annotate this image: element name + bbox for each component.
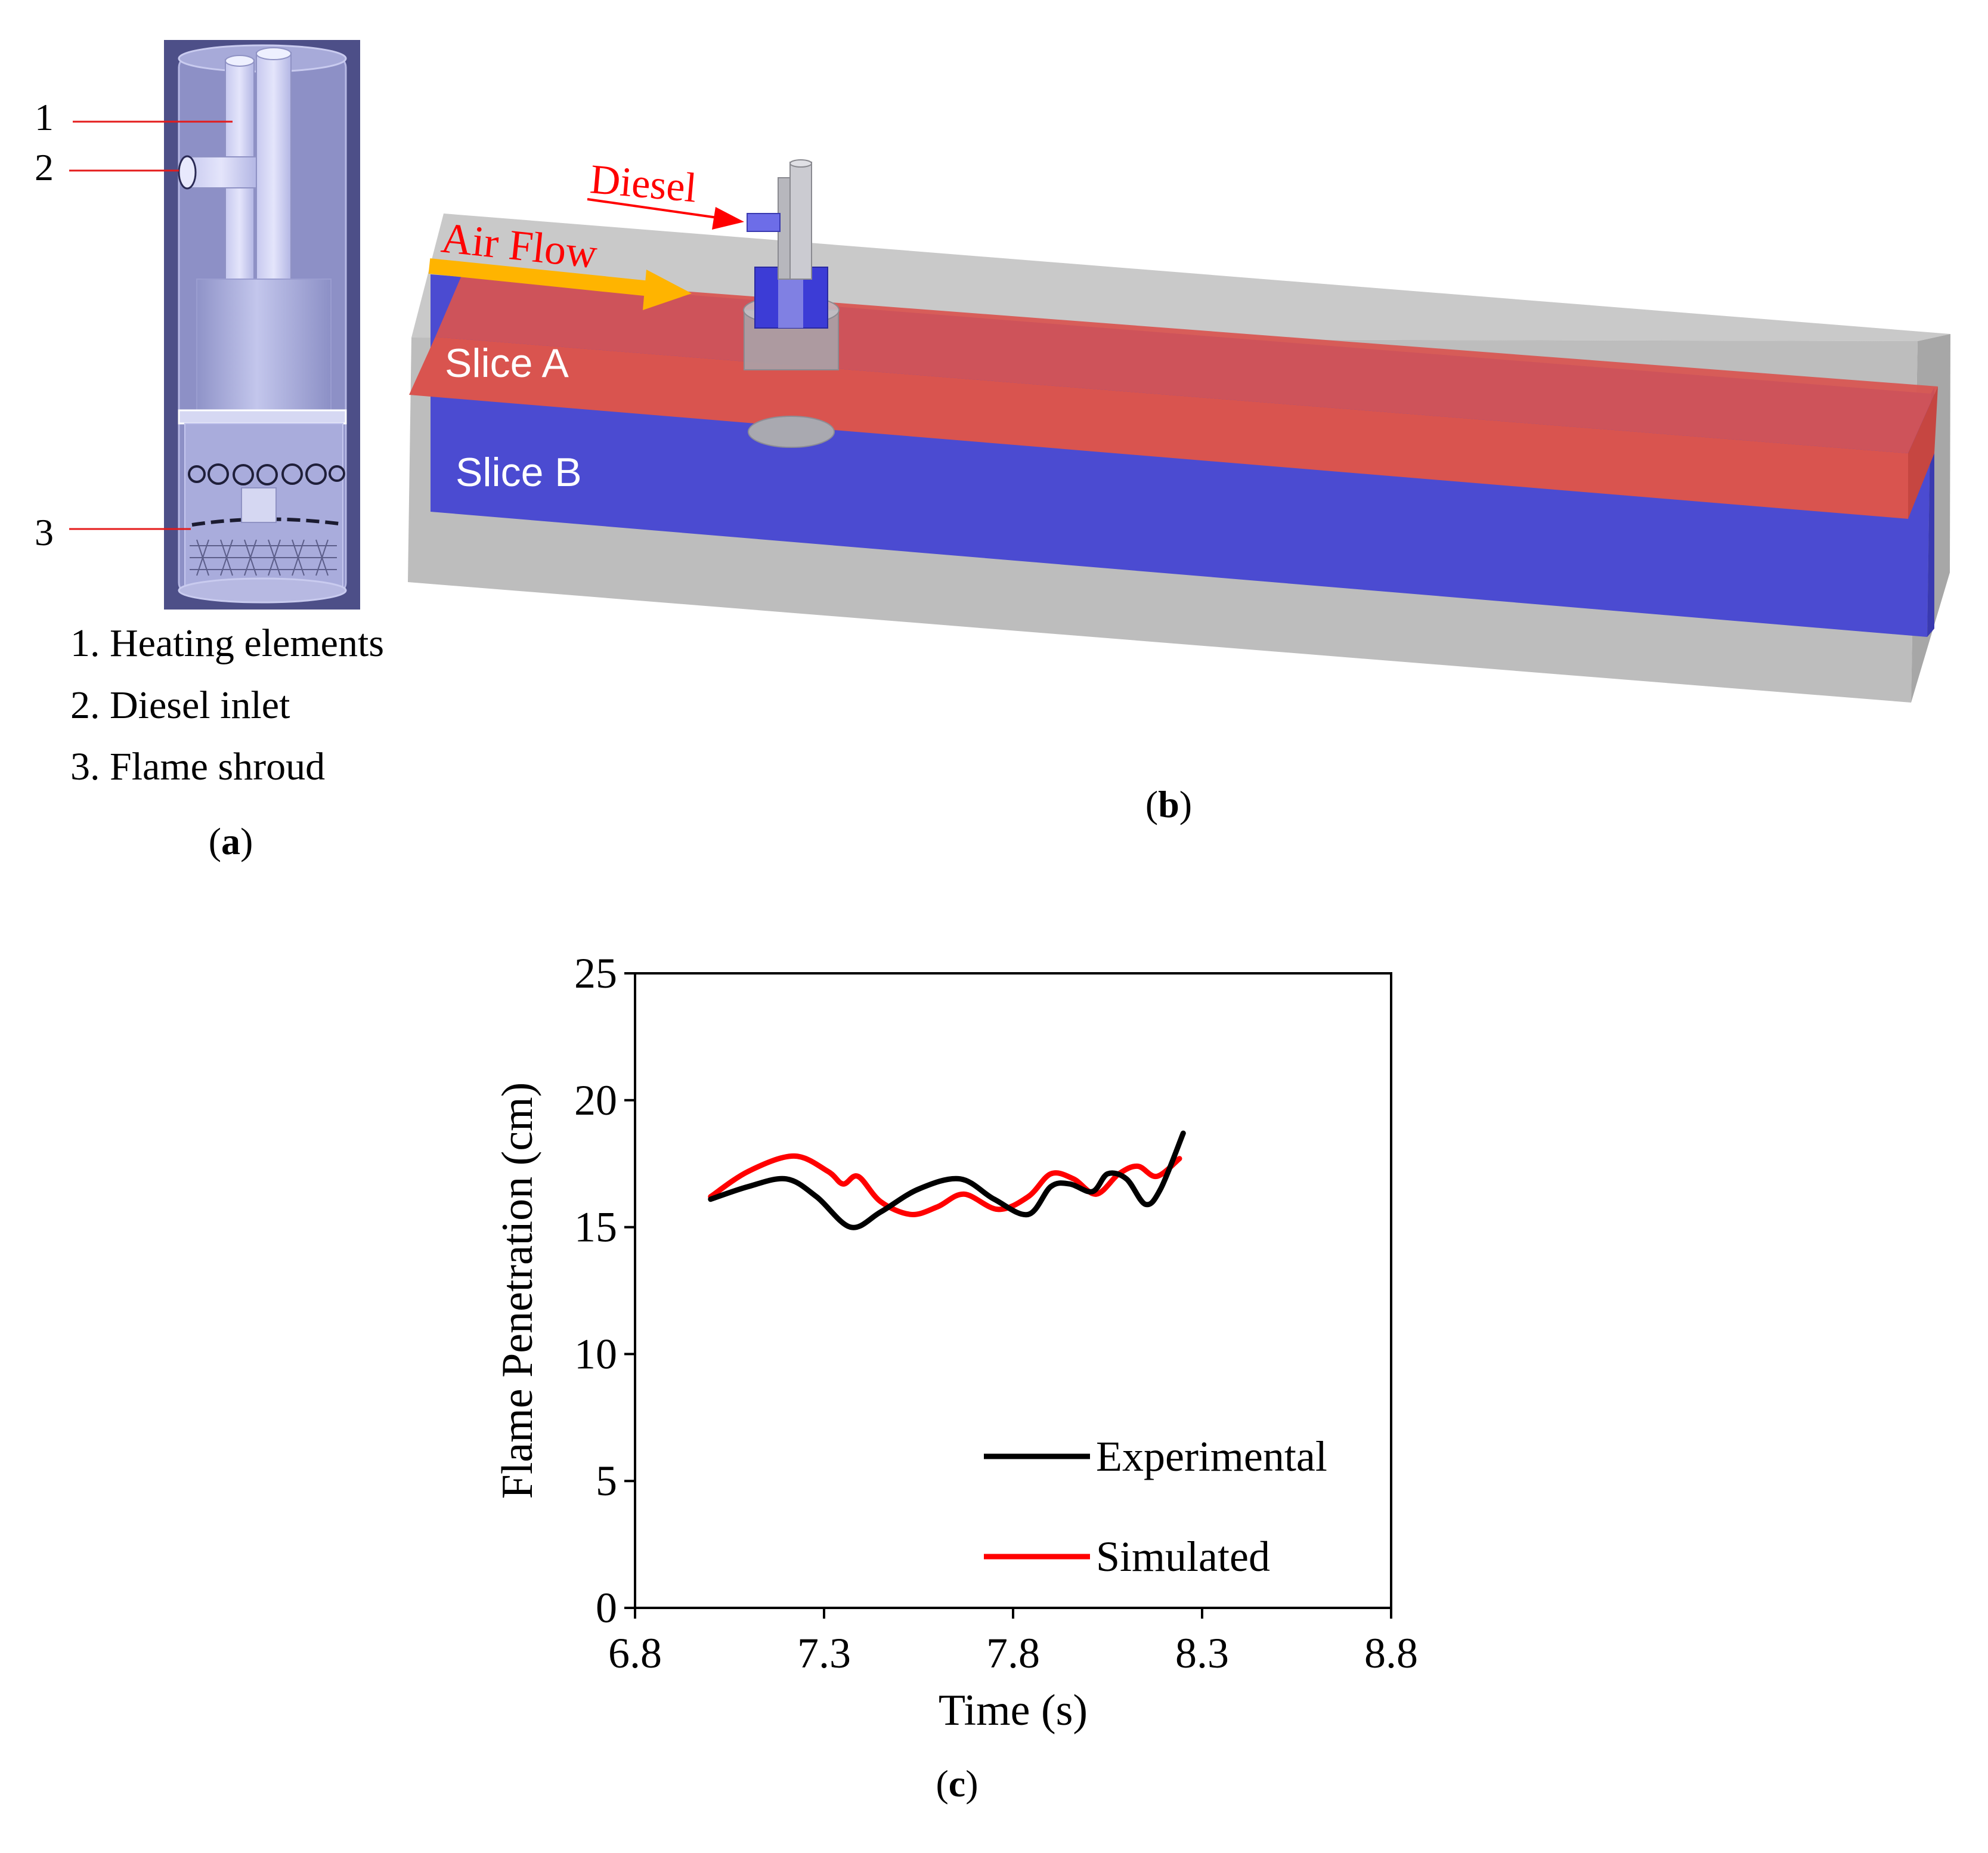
y-tick-label: 10	[574, 1330, 617, 1378]
slice-a-label: Slice A	[445, 341, 569, 386]
panel-a-caption: (a)	[209, 820, 253, 862]
diesel-inlet-opening	[178, 155, 197, 190]
heating-element-pipe-right	[256, 52, 292, 281]
x-axis-ticks: 6.8 7.3 7.8 8.3 8.8	[608, 1608, 1418, 1677]
pipe-right-top	[256, 47, 292, 60]
slice-a-end	[1908, 386, 1938, 519]
housing-bottom-ellipse	[178, 577, 347, 604]
callout-number-2: 2	[35, 146, 54, 188]
legend-flame-shroud: 3. Flame shroud	[70, 745, 325, 788]
y-tick-label: 25	[574, 949, 617, 997]
panel-b-caption: (b)	[1145, 783, 1192, 825]
heater-flange	[178, 409, 347, 425]
airflow-arrow-head	[643, 270, 692, 310]
chart-plot-area	[634, 972, 1392, 1609]
flame-penetration-chart: 6.8 7.3 7.8 8.3 8.8 0 5 10 15 20 25 Time (s) Flam…	[493, 949, 1418, 1735]
x-tick-label: 6.8	[608, 1629, 662, 1677]
y-tick-label: 15	[574, 1204, 617, 1251]
heater-stem-right	[789, 162, 812, 280]
heater-stem-top	[789, 159, 812, 168]
panel-a-legend: 1. Heating elements 2. Diesel inlet 3. F…	[70, 621, 384, 788]
diesel-inlet-stub	[747, 213, 781, 232]
x-tick-label: 7.8	[986, 1629, 1040, 1677]
pipe-left-top	[225, 55, 255, 67]
legend-heating-elements: 1. Heating elements	[70, 621, 384, 665]
legend-label-simulated: Simulated	[1096, 1533, 1270, 1580]
y-tick-label: 20	[574, 1076, 617, 1124]
x-axis-title: Time (s)	[939, 1686, 1088, 1735]
heater-body-block	[196, 279, 332, 414]
x-tick-label: 8.3	[1175, 1629, 1229, 1677]
diesel-label: Diesel	[589, 156, 699, 211]
slice-b-label: Slice B	[456, 450, 582, 495]
panel-c-caption: (c)	[936, 1762, 978, 1805]
shroud-nozzle	[241, 487, 277, 523]
callout-number-3: 3	[35, 511, 54, 553]
y-axis-title: Flame Penetration (cm)	[493, 1082, 542, 1499]
legend-diesel-inlet: 2. Diesel inlet	[70, 683, 290, 727]
y-tick-label: 5	[596, 1457, 617, 1505]
y-tick-label: 0	[596, 1584, 617, 1632]
heater-bottom-ring	[748, 416, 835, 448]
x-tick-label: 7.3	[797, 1629, 851, 1677]
chart-legend: Experimental Simulated	[984, 1433, 1327, 1580]
legend-label-experimental: Experimental	[1096, 1433, 1327, 1480]
slice-a-band	[409, 337, 1908, 519]
panel-a-heater-model	[164, 40, 360, 610]
shroud-mesh	[190, 539, 337, 576]
airflow-arrow-line	[428, 258, 651, 296]
callout-number-1: 1	[35, 96, 54, 138]
panel-a-callouts: 1 2 3	[35, 96, 233, 553]
panel-b-duct-model	[408, 159, 1950, 703]
shroud-holes-row	[188, 463, 345, 485]
duct-heater-assembly	[743, 159, 840, 448]
diesel-inlet-pipe	[185, 156, 257, 188]
diesel-arrow-line	[587, 198, 722, 219]
x-tick-label: 8.8	[1364, 1629, 1418, 1677]
y-axis-ticks: 0 5 10 15 20 25	[574, 949, 635, 1632]
chart-series	[708, 1130, 1186, 1230]
series-line-experimental	[708, 1130, 1186, 1230]
diesel-arrow-head	[712, 207, 744, 230]
